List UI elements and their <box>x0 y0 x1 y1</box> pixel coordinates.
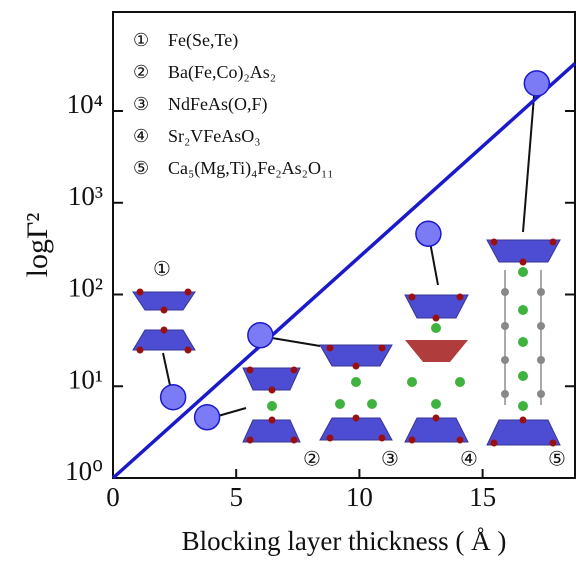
legend-marker: ③ <box>133 94 149 114</box>
legend-marker: ① <box>133 30 149 50</box>
legend-marker: ② <box>133 62 149 82</box>
legend-marker: ⑤ <box>133 158 149 178</box>
annotation: ⑤ <box>548 449 566 471</box>
x-tick-label: 0 <box>106 482 120 512</box>
data-point <box>195 405 220 430</box>
x-axis-label: Blocking layer thickness ( Å ) <box>182 526 507 556</box>
y-tick-label: 10¹ <box>68 364 103 394</box>
data-point <box>524 71 549 96</box>
y-tick-label: 10⁰ <box>65 456 103 486</box>
legend-label: Ca₅(Mg,Ti)₄Fe₂As₂O₁₁ <box>168 158 334 179</box>
data-point <box>248 323 273 348</box>
annotation: ③ <box>381 449 399 471</box>
y-tick-label: 10³ <box>68 181 103 211</box>
data-point <box>161 385 186 410</box>
legend-label: Ba(Fe,Co)₂As₂ <box>168 62 276 83</box>
legend-label: Sr₂VFeAsO₃ <box>168 126 261 146</box>
x-tick-label: 5 <box>229 482 243 512</box>
annotation: ① <box>153 259 171 281</box>
chart: ① ② ③ ④ ⑤ Blocking layer thickness ( Å )… <box>0 0 576 561</box>
legend-label: Fe(Se,Te) <box>168 30 238 51</box>
y-tick-label: 10⁴ <box>67 89 103 119</box>
legend-marker: ④ <box>133 126 149 146</box>
annotation: ② <box>303 449 321 471</box>
y-tick-label: 10² <box>68 273 103 303</box>
legend-label: NdFeAs(O,F) <box>168 94 268 115</box>
x-tick-label: 10 <box>346 482 373 512</box>
y-axis-label: logΓ² <box>21 213 54 278</box>
annotation: ④ <box>460 449 478 471</box>
data-point <box>416 221 441 246</box>
x-tick-label: 15 <box>469 482 496 512</box>
